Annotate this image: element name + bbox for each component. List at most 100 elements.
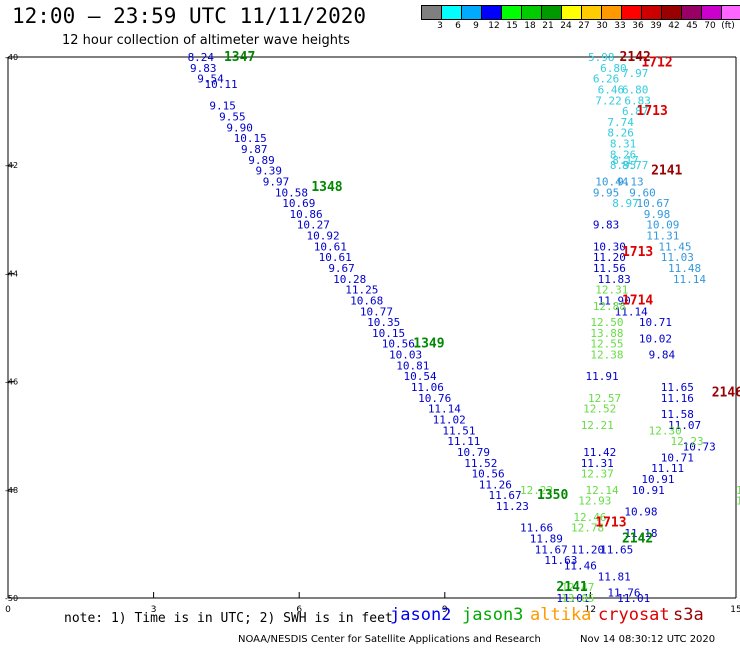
pass-label: 1712 [641,55,672,70]
wave-height-value: 10.71 [661,451,694,464]
wave-height-value: 6.80 [600,62,627,75]
wave-height-value: 11.52 [464,457,497,470]
pass-label: 1348 [311,180,342,195]
wave-height-value: 10.11 [205,78,238,91]
wave-height-value: 11.89 [530,532,563,545]
wave-height-value: 10.91 [632,484,665,497]
wave-height-value: 10.76 [418,392,451,405]
wave-height-value: 11.11 [651,462,684,475]
colorbar-label: 36 [632,21,644,31]
wave-height-value: 5.98 [588,51,615,64]
wave-height-value: 10.71 [639,316,672,329]
x-tick-label: 0 [5,605,11,615]
colorbar-label: 6 [455,21,461,31]
pass-label: 2141 [556,580,587,595]
wave-height-value: 12.30 [649,424,682,437]
wave-height-value: 10.15 [234,132,267,145]
x-tick-label: 15 [730,605,740,615]
wave-height-value: 7.97 [622,67,649,80]
wave-height-value: 9.54 [197,73,224,86]
wave-height-value: 11.01 [617,592,650,605]
wave-height-value: 11.45 [658,240,691,253]
wave-height-value: 10.91 [641,473,674,486]
wave-height-value: 10.02 [639,332,672,345]
colorbar-label: 27 [578,21,590,31]
wave-height-value: 9.39 [256,165,283,178]
wave-height-value: 11.91 [586,370,619,383]
timestamp-text: Nov 14 08:30:12 UTC 2020 [580,634,716,645]
wave-height-value: 9.97 [263,175,290,188]
y-tick-label: -44 [5,269,18,278]
wave-height-value: 10.73 [683,441,716,454]
wave-height-value: 11.90 [598,294,631,307]
wave-height-value: 8.77 [622,159,649,172]
wave-height-value: 12.22 [520,484,553,497]
wave-height-value: 6.80 [622,83,649,96]
wave-height-value: 11.65 [600,543,633,556]
wave-height-value: 11.16 [661,392,694,405]
wave-height-value: 12.88 [593,300,626,313]
wave-height-value: 10.28 [333,273,366,286]
x-tick-label: 12 [585,605,596,615]
wave-height-value: 10.56 [382,338,415,351]
wave-height-value: 6.46 [598,83,625,96]
sat-s3a: s3a [673,605,704,625]
wave-height-value: 9.83 [190,62,217,75]
wave-height-value: 9.60 [629,186,656,199]
colorbar-label: 21 [542,21,554,31]
pass-label: 1349 [413,337,444,352]
wave-height-value: 11.01 [556,592,589,605]
wave-height-value: 12.78 [571,522,604,535]
pass-label: 1350 [537,488,568,503]
wave-height-value: 11.14 [673,273,706,286]
wave-height-value: 11.66 [520,522,553,535]
colorbar-unit: (ft) [721,21,735,31]
wave-height-value: 11.26 [479,478,512,491]
wave-height-value: 9.67 [328,262,355,275]
wave-height-value: 10.30 [593,240,626,253]
y-tick-label: -42 [5,161,18,170]
colorbar-label: 9 [473,21,479,31]
wave-height-value: 9.13 [617,175,644,188]
x-tick-label: 3 [151,605,157,615]
sat-jason3: jason3 [462,605,524,625]
pass-label: 2142 [622,531,653,546]
pass-label: 2146 [712,385,740,400]
wave-height-value: 9.83 [593,219,620,232]
colorbar-label: 33 [614,21,626,31]
wave-height-value: 6.26 [593,73,620,86]
wave-height-value: 12.93 [578,495,611,508]
wave-height-value: 11.67 [488,489,521,502]
colorbar-label: 24 [560,21,572,31]
chart-subtitle: 12 hour collection of altimeter wave hei… [62,33,350,48]
wave-height-value: 11.56 [593,262,626,275]
colorbar-label: 30 [596,21,608,31]
wave-height-value: 11.03 [661,251,694,264]
wave-height-value: 10.67 [637,197,670,210]
wave-height-value: 6.83 [624,94,651,107]
colorbar [421,5,740,20]
wave-height-value: 11.58 [661,408,694,421]
y-tick-label: -46 [5,378,18,387]
wave-height-value: 10.86 [289,208,322,221]
wave-height-value: 11.02 [433,413,466,426]
wave-height-value: 10.09 [646,219,679,232]
wave-height-value: 12.38 [590,349,623,362]
wave-height-value: 10.77 [360,305,393,318]
wave-height-value: 10.68 [350,294,383,307]
sat-jason2: jason2 [390,605,452,625]
note-text: note: 1) Time is in UTC; 2) SWH is in fe… [64,611,393,626]
wave-height-value: 12.31 [595,284,628,297]
pass-label: 1714 [622,293,653,308]
wave-height-value: 11.65 [661,381,694,394]
wave-height-value: 11.51 [442,424,475,437]
wave-height-value: 11.76 [607,587,640,600]
wave-height-value: 12.21 [581,419,614,432]
pass-label: 1347 [224,50,255,65]
wave-height-value: 11.07 [668,419,701,432]
sat-altika: altika [530,605,592,625]
colorbar-labels: 3 6 9 12 15 18 21 24 27 30 33 36 39 42 45 70 (ft) [422,21,740,33]
colorbar-label: 15 [506,21,518,31]
wave-height-value: 7.22 [595,94,622,107]
wave-height-value: 10.58 [275,186,308,199]
